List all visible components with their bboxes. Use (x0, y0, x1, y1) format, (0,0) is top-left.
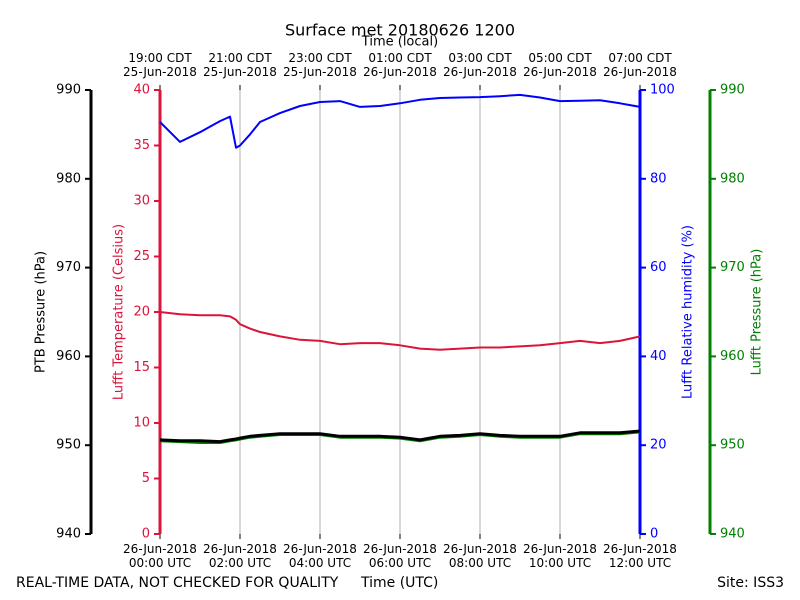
top-x-tick-label: 19:00 CDT 25-Jun-2018 (123, 51, 197, 79)
x-tick-label: 26-Jun-2018 02:00 UTC (203, 542, 277, 570)
y-axis-title: PTB Pressure (hPa) (34, 251, 49, 373)
top-x-tick-label: 07:00 CDT 26-Jun-2018 (603, 51, 677, 79)
y-tick-label: 80 (650, 171, 667, 186)
y-tick-label: 950 (56, 438, 81, 453)
top-x-tick-label: 21:00 CDT 25-Jun-2018 (203, 51, 277, 79)
x-tick-label: 26-Jun-2018 08:00 UTC (443, 542, 517, 570)
data-line (159, 93, 641, 149)
y-tick-label: 60 (650, 260, 667, 275)
y-tick-label: 940 (56, 527, 81, 542)
top-x-tick-label: 05:00 CDT 26-Jun-2018 (523, 51, 597, 79)
y-tick-label: 960 (720, 349, 745, 364)
y-tick-label: 40 (133, 83, 150, 98)
y-tick-label: 20 (650, 438, 667, 453)
y-tick-label: 940 (720, 527, 745, 542)
y-tick-label: 10 (133, 416, 150, 431)
y-tick-label: 990 (56, 83, 81, 98)
y-tick-label: 0 (650, 527, 658, 542)
y-tick-label: 950 (720, 438, 745, 453)
y-tick-label: 20 (133, 305, 150, 320)
y-tick-label: 35 (133, 138, 150, 153)
x-tick-label: 26-Jun-2018 12:00 UTC (603, 542, 677, 570)
footer-note: REAL-TIME DATA, NOT CHECKED FOR QUALITY (16, 575, 339, 591)
y-tick-label: 30 (133, 194, 150, 209)
y-tick-label: 5 (142, 471, 150, 486)
site-label: Site: ISS3 (717, 575, 784, 591)
y-tick-label: 40 (650, 349, 667, 364)
y-tick-label: 960 (56, 349, 81, 364)
top-x-tick-label: 23:00 CDT 25-Jun-2018 (283, 51, 357, 79)
y-tick-label: 990 (720, 83, 745, 98)
y-tick-label: 15 (133, 360, 150, 375)
y-axis-title: Lufft Relative humidity (%) (681, 225, 696, 399)
y-axis-title: Lufft Pressure (hPa) (750, 249, 765, 376)
x-tick-label: 26-Jun-2018 06:00 UTC (363, 542, 437, 570)
y-tick-label: 970 (720, 260, 745, 275)
y-tick-label: 25 (133, 249, 150, 264)
x-tick-label: 26-Jun-2018 04:00 UTC (283, 542, 357, 570)
data-line (159, 311, 641, 351)
y-tick-label: 980 (56, 171, 81, 186)
top-x-tick-label: 01:00 CDT 26-Jun-2018 (363, 51, 437, 79)
chart-title: Surface met 20180626 1200 (285, 21, 515, 40)
x-label: Time (UTC) (361, 575, 439, 591)
data-line (159, 429, 641, 444)
y-tick-label: 0 (142, 527, 150, 542)
top-x-label: Time (local) (361, 35, 438, 50)
y-axis-title: Lufft Temperature (Celsius) (112, 224, 127, 400)
y-tick-label: 980 (720, 171, 745, 186)
x-tick-label: 26-Jun-2018 00:00 UTC (123, 542, 197, 570)
y-tick-label: 100 (650, 83, 675, 98)
x-tick-label: 26-Jun-2018 10:00 UTC (523, 542, 597, 570)
y-tick-label: 970 (56, 260, 81, 275)
top-x-tick-label: 03:00 CDT 26-Jun-2018 (443, 51, 517, 79)
